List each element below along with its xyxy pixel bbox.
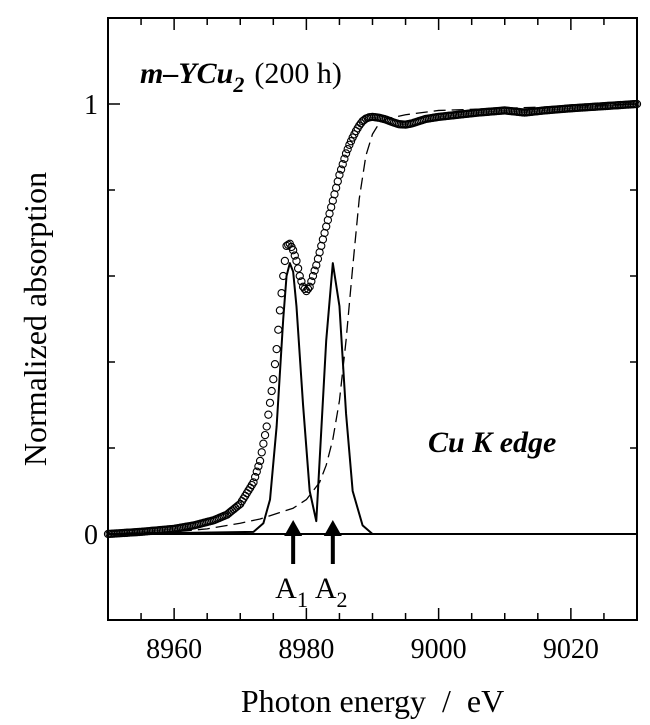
title-compound: m–YCu <box>140 57 233 90</box>
data-point <box>260 430 270 440</box>
series-solid-line <box>107 262 637 535</box>
data-point <box>307 277 316 286</box>
data-point <box>343 144 352 154</box>
x-tick-label: 9020 <box>543 634 599 665</box>
x-tick-label: 8980 <box>278 634 334 665</box>
y-tick-label: 0 <box>84 520 98 551</box>
data-point <box>252 467 261 476</box>
data-point <box>249 478 258 487</box>
data-point <box>275 306 285 315</box>
data-point <box>308 271 318 281</box>
edge-annotation: Cu K edge <box>428 426 556 459</box>
data-point <box>293 264 303 273</box>
data-point <box>295 271 304 281</box>
data-point <box>305 282 314 291</box>
y-tick-label: 1 <box>84 90 98 121</box>
data-point <box>272 344 281 354</box>
data-point <box>336 165 346 174</box>
y-axis-label: Normalized absorption <box>17 172 53 466</box>
data-series <box>103 99 642 539</box>
data-point <box>262 422 271 431</box>
data-point <box>250 472 260 482</box>
data-point <box>292 256 301 266</box>
peak-arrow-A1: A1 <box>275 520 308 612</box>
peak-arrow-A2: A2 <box>315 520 348 612</box>
data-point <box>259 439 268 448</box>
title-subscript: 2 <box>232 72 244 97</box>
data-point <box>310 266 319 275</box>
data-point <box>264 410 273 419</box>
data-point <box>297 277 306 286</box>
data-point <box>280 256 290 266</box>
data-point <box>303 284 313 294</box>
data-point <box>265 398 275 407</box>
data-point <box>338 160 347 169</box>
arrow-label: A2 <box>315 572 348 612</box>
data-point <box>269 375 278 384</box>
title-suffix: (200 h) <box>254 57 341 90</box>
arrow-label: A1 <box>275 572 308 612</box>
data-point <box>267 386 276 396</box>
axis-ticks: 8960 8980 9000 9020 0 1 <box>84 17 638 665</box>
series-circles <box>103 99 642 539</box>
data-point <box>254 462 263 471</box>
peak-arrows: A1 A2 <box>275 520 347 612</box>
data-point <box>274 325 283 334</box>
data-point <box>288 246 298 255</box>
x-axis-label: Photon energy / eV <box>241 683 504 719</box>
data-point <box>270 359 280 369</box>
x-tick-label: 8960 <box>146 634 202 665</box>
data-point <box>340 154 349 163</box>
data-point <box>300 284 309 294</box>
data-point <box>255 456 265 466</box>
chart-title: m–YCu2 (200 h) <box>140 57 342 97</box>
arrow-head <box>284 520 303 536</box>
data-point <box>257 448 266 457</box>
series-dashed-line <box>107 103 638 535</box>
data-point <box>341 149 351 158</box>
data-point <box>290 251 299 260</box>
data-point <box>335 170 344 180</box>
x-tick-label: 9000 <box>411 634 467 665</box>
arrow-head <box>323 520 342 536</box>
